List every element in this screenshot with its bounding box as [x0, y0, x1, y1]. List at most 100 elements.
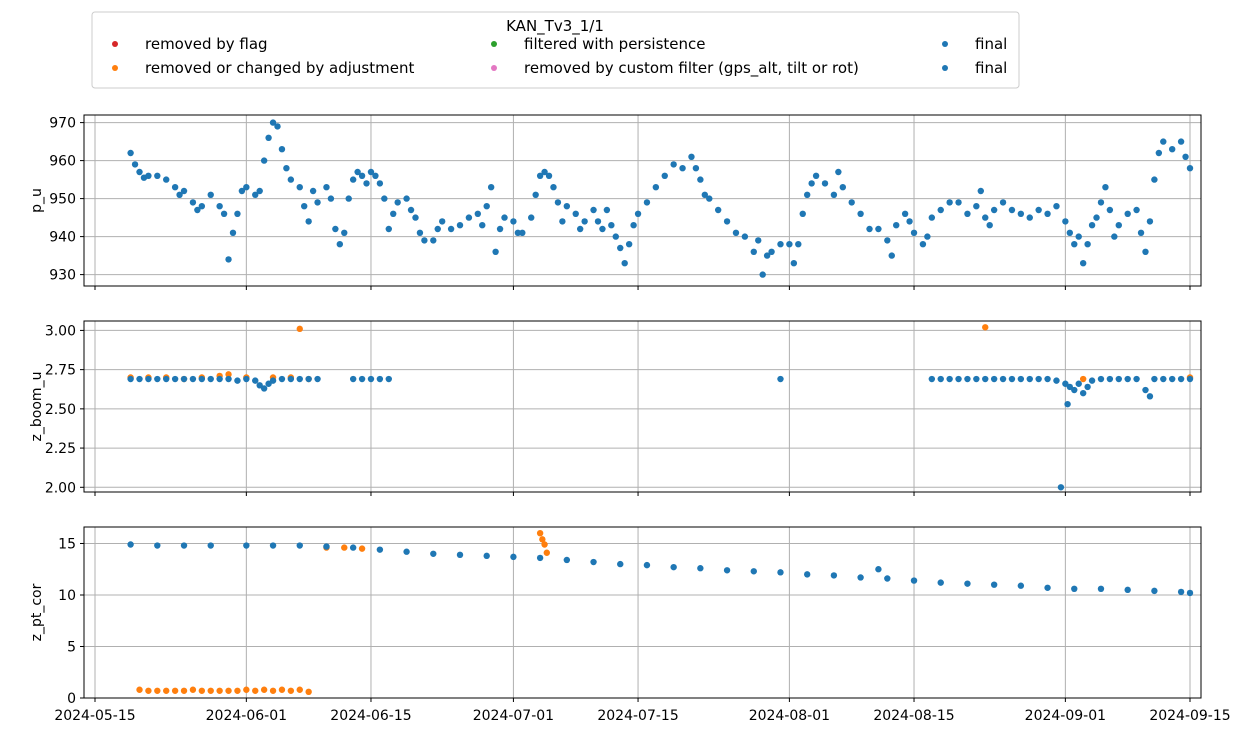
- data-point: [127, 541, 134, 548]
- data-point: [906, 218, 913, 225]
- data-point: [1155, 149, 1163, 157]
- data-point: [630, 222, 637, 229]
- data-point: [799, 210, 806, 217]
- data-point: [839, 184, 847, 191]
- data-point: [563, 203, 571, 210]
- data-point: [541, 541, 548, 548]
- data-point: [385, 375, 392, 383]
- x-tick-label: 2024-06-01: [206, 708, 287, 724]
- data-point: [207, 687, 214, 694]
- data-point: [1177, 375, 1185, 383]
- data-point: [421, 237, 428, 244]
- data-point: [536, 529, 544, 537]
- data-point: [274, 123, 281, 130]
- data-point: [269, 377, 277, 384]
- data-point: [189, 375, 197, 383]
- data-point: [973, 375, 980, 383]
- data-point: [269, 119, 277, 126]
- data-point: [536, 554, 544, 562]
- y-tick-label: 10: [58, 588, 76, 604]
- data-point: [884, 237, 891, 244]
- data-point: [919, 241, 927, 248]
- data-point: [163, 176, 170, 183]
- data-point: [1111, 233, 1118, 240]
- data-point: [198, 375, 206, 383]
- data-point: [910, 577, 918, 584]
- y-tick-label: 0: [67, 691, 76, 707]
- y-tick-label: 950: [49, 192, 76, 208]
- data-point: [180, 687, 188, 694]
- legend-frame: [91, 11, 1020, 89]
- data-point: [652, 184, 660, 191]
- data-point: [336, 241, 344, 248]
- data-point: [1151, 375, 1158, 383]
- data-point: [1017, 375, 1025, 383]
- data-point: [127, 375, 134, 383]
- data-point: [278, 375, 286, 383]
- y-tick-label: 970: [49, 116, 76, 132]
- data-point: [545, 172, 553, 179]
- data-point: [456, 222, 464, 229]
- data-point: [1124, 375, 1131, 383]
- data-point: [127, 149, 134, 157]
- x-tick-label: 2024-09-15: [1149, 708, 1230, 724]
- data-point: [723, 567, 731, 574]
- data-point: [1066, 383, 1074, 391]
- data-point: [225, 375, 232, 383]
- data-point: [136, 375, 143, 383]
- data-point: [180, 187, 188, 195]
- data-point: [332, 225, 339, 233]
- data-point: [372, 172, 379, 179]
- data-point: [723, 218, 731, 225]
- data-point: [528, 214, 535, 221]
- data-point: [180, 375, 188, 383]
- data-point: [1097, 375, 1105, 383]
- data-point: [131, 161, 139, 168]
- data-point: [625, 241, 633, 248]
- data-point: [763, 252, 771, 259]
- data-point: [1160, 375, 1167, 383]
- data-point: [1044, 584, 1051, 591]
- data-point: [1186, 165, 1194, 172]
- data-point: [296, 184, 303, 191]
- data-point: [1182, 153, 1189, 160]
- data-point: [265, 134, 272, 141]
- data-point: [229, 229, 237, 236]
- data-point: [376, 546, 384, 553]
- data-point: [866, 225, 873, 233]
- data-point: [1026, 375, 1033, 383]
- data-point: [252, 687, 259, 694]
- data-point: [612, 233, 619, 240]
- data-point: [982, 324, 989, 331]
- data-point: [990, 206, 998, 214]
- data-point: [1062, 380, 1069, 387]
- data-point: [407, 206, 415, 214]
- x-tick-label: 2024-09-01: [1025, 708, 1106, 724]
- data-point: [376, 375, 384, 383]
- data-point: [1079, 389, 1087, 397]
- data-point: [692, 165, 700, 172]
- data-point: [434, 225, 441, 233]
- data-point: [875, 225, 882, 233]
- data-point: [1044, 210, 1051, 217]
- data-point: [999, 199, 1007, 206]
- data-point: [1168, 375, 1176, 383]
- data-point: [803, 191, 811, 198]
- data-point: [910, 229, 918, 236]
- data-point: [345, 195, 352, 202]
- axes-frame: [83, 114, 1202, 287]
- data-point: [260, 686, 268, 693]
- data-point: [412, 214, 419, 221]
- data-point: [688, 153, 695, 160]
- data-point: [559, 218, 566, 225]
- data-point: [305, 688, 312, 696]
- data-point: [982, 375, 989, 383]
- data-point: [893, 222, 900, 229]
- data-point: [341, 229, 348, 236]
- data-point: [189, 686, 197, 693]
- data-point: [483, 552, 490, 560]
- data-point: [278, 686, 286, 693]
- data-point: [539, 536, 546, 543]
- data-point: [358, 172, 366, 179]
- data-point: [1115, 375, 1122, 383]
